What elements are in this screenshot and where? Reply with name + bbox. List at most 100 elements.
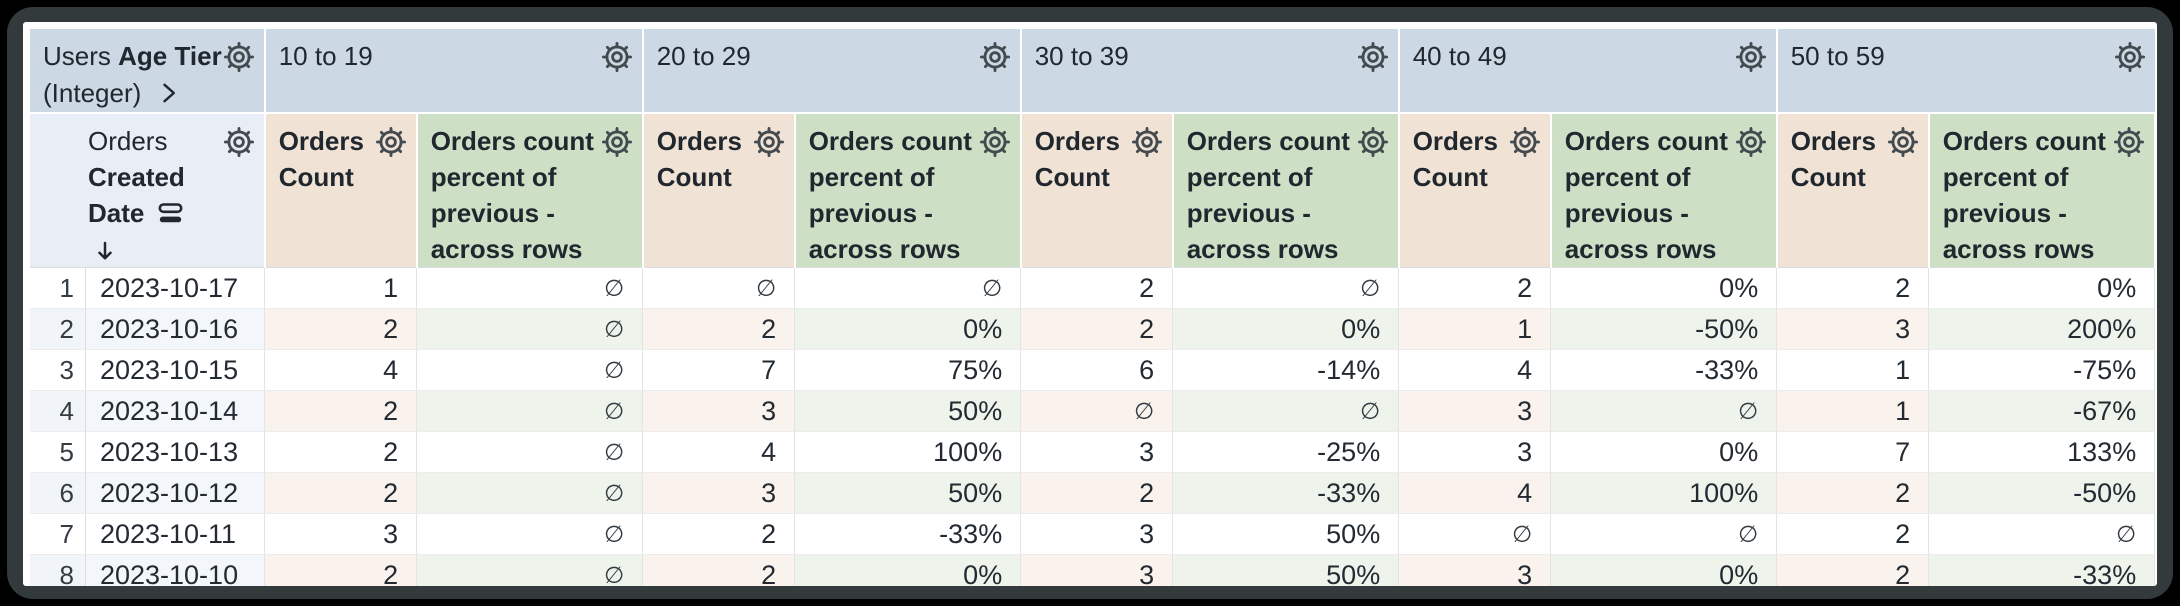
percent-value-cell[interactable]: ∅ — [1550, 513, 1778, 555]
gear-icon[interactable] — [1734, 125, 1768, 164]
percent-value-cell[interactable]: 0% — [1550, 554, 1778, 586]
percent-value-cell[interactable]: 0% — [794, 308, 1022, 350]
date-cell[interactable]: 2023-10-16 — [85, 308, 266, 350]
count-value-cell[interactable]: 2 — [1776, 472, 1930, 514]
count-value-cell[interactable]: 1 — [1776, 390, 1930, 432]
count-value-cell[interactable]: 1 — [1398, 308, 1552, 350]
count-value-cell[interactable]: 1 — [1776, 349, 1930, 391]
gear-icon[interactable] — [1356, 40, 1390, 79]
gear-icon[interactable] — [1886, 125, 1920, 164]
count-value-cell[interactable]: 3 — [642, 472, 796, 514]
count-value-cell[interactable]: 2 — [642, 554, 796, 586]
pivot-header-30-39[interactable]: 30 to 39 — [1020, 29, 1400, 114]
date-cell[interactable]: 2023-10-13 — [85, 431, 266, 473]
count-value-cell[interactable]: 2 — [1776, 513, 1930, 555]
count-value-cell[interactable]: 2 — [264, 554, 418, 586]
gear-icon[interactable] — [978, 125, 1012, 164]
percent-value-cell[interactable]: ∅ — [416, 308, 644, 350]
count-value-cell[interactable]: 3 — [1020, 554, 1174, 586]
count-value-cell[interactable]: ∅ — [1020, 390, 1174, 432]
percent-value-cell[interactable]: 133% — [1928, 431, 2156, 473]
percent-value-cell[interactable]: -14% — [1172, 349, 1400, 391]
count-value-cell[interactable]: 6 — [1020, 349, 1174, 391]
percent-value-cell[interactable]: -33% — [1550, 349, 1778, 391]
date-cell[interactable]: 2023-10-14 — [85, 390, 266, 432]
measure-header-count[interactable]: Orders Count — [264, 113, 418, 268]
count-value-cell[interactable]: 4 — [264, 349, 418, 391]
percent-value-cell[interactable]: ∅ — [1928, 513, 2156, 555]
date-cell[interactable]: 2023-10-15 — [85, 349, 266, 391]
count-value-cell[interactable]: 2 — [1398, 267, 1552, 309]
measure-header-percent[interactable]: Orders count percent of previous - acros… — [794, 113, 1022, 268]
expand-icon[interactable] — [154, 79, 182, 107]
count-value-cell[interactable]: 2 — [264, 431, 418, 473]
percent-value-cell[interactable]: ∅ — [1172, 267, 1400, 309]
count-value-cell[interactable]: 3 — [1020, 513, 1174, 555]
pivot-header-20-29[interactable]: 20 to 29 — [642, 29, 1022, 114]
percent-value-cell[interactable]: -75% — [1928, 349, 2156, 391]
gear-icon[interactable] — [600, 125, 634, 164]
measure-header-count[interactable]: Orders Count — [1020, 113, 1174, 268]
count-value-cell[interactable]: 2 — [642, 513, 796, 555]
pivot-dimension-header[interactable]: Users Age Tier (Integer) — [30, 29, 266, 114]
percent-value-cell[interactable]: 0% — [1550, 431, 1778, 473]
gear-icon[interactable] — [222, 40, 256, 79]
date-cell[interactable]: 2023-10-17 — [85, 267, 266, 309]
gear-icon[interactable] — [1508, 125, 1542, 164]
measure-header-percent[interactable]: Orders count percent of previous - acros… — [416, 113, 644, 268]
gear-icon[interactable] — [1734, 40, 1768, 79]
gear-icon[interactable] — [374, 125, 408, 164]
percent-value-cell[interactable]: 50% — [794, 390, 1022, 432]
date-cell[interactable]: 2023-10-11 — [85, 513, 266, 555]
percent-value-cell[interactable]: ∅ — [416, 390, 644, 432]
percent-value-cell[interactable]: ∅ — [1550, 390, 1778, 432]
percent-value-cell[interactable]: 100% — [1550, 472, 1778, 514]
percent-value-cell[interactable]: -25% — [1172, 431, 1400, 473]
date-cell[interactable]: 2023-10-10 — [85, 554, 266, 586]
gear-icon[interactable] — [2113, 40, 2147, 79]
count-value-cell[interactable]: 2 — [264, 308, 418, 350]
date-cell[interactable]: 2023-10-12 — [85, 472, 266, 514]
percent-value-cell[interactable]: -33% — [794, 513, 1022, 555]
measure-header-percent[interactable]: Orders count percent of previous - acros… — [1550, 113, 1778, 268]
percent-value-cell[interactable]: -33% — [1172, 472, 1400, 514]
percent-value-cell[interactable]: 50% — [1172, 554, 1400, 586]
percent-value-cell[interactable]: 0% — [1928, 267, 2156, 309]
count-value-cell[interactable]: 2 — [642, 308, 796, 350]
count-value-cell[interactable]: 3 — [1776, 308, 1930, 350]
count-value-cell[interactable]: 3 — [264, 513, 418, 555]
count-value-cell[interactable]: ∅ — [642, 267, 796, 309]
count-value-cell[interactable]: 3 — [1398, 431, 1552, 473]
count-value-cell[interactable]: ∅ — [1398, 513, 1552, 555]
percent-value-cell[interactable]: ∅ — [416, 349, 644, 391]
gear-icon[interactable] — [2112, 125, 2146, 164]
pivot-header-50-59[interactable]: 50 to 59 — [1776, 29, 2155, 114]
percent-value-cell[interactable]: 0% — [794, 554, 1022, 586]
count-value-cell[interactable]: 3 — [642, 390, 796, 432]
count-value-cell[interactable]: 3 — [1020, 431, 1174, 473]
percent-value-cell[interactable]: ∅ — [416, 267, 644, 309]
count-value-cell[interactable]: 4 — [642, 431, 796, 473]
percent-value-cell[interactable]: 50% — [794, 472, 1022, 514]
count-value-cell[interactable]: 2 — [264, 390, 418, 432]
percent-value-cell[interactable]: ∅ — [416, 513, 644, 555]
percent-value-cell[interactable]: 50% — [1172, 513, 1400, 555]
count-value-cell[interactable]: 1 — [264, 267, 418, 309]
percent-value-cell[interactable]: 75% — [794, 349, 1022, 391]
measure-header-count[interactable]: Orders Count — [1776, 113, 1930, 268]
measure-header-percent[interactable]: Orders count percent of previous - acros… — [1928, 113, 2156, 268]
percent-value-cell[interactable]: 0% — [1172, 308, 1400, 350]
count-value-cell[interactable]: 2 — [1020, 267, 1174, 309]
percent-value-cell[interactable]: ∅ — [416, 472, 644, 514]
count-value-cell[interactable]: 7 — [642, 349, 796, 391]
percent-value-cell[interactable]: ∅ — [794, 267, 1022, 309]
percent-value-cell[interactable]: -67% — [1928, 390, 2156, 432]
count-value-cell[interactable]: 4 — [1398, 472, 1552, 514]
percent-value-cell[interactable]: 100% — [794, 431, 1022, 473]
count-value-cell[interactable]: 2 — [1020, 472, 1174, 514]
count-value-cell[interactable]: 2 — [264, 472, 418, 514]
count-value-cell[interactable]: 3 — [1398, 554, 1552, 586]
percent-value-cell[interactable]: ∅ — [416, 554, 644, 586]
gear-icon[interactable] — [1356, 125, 1390, 164]
percent-value-cell[interactable]: 0% — [1550, 267, 1778, 309]
